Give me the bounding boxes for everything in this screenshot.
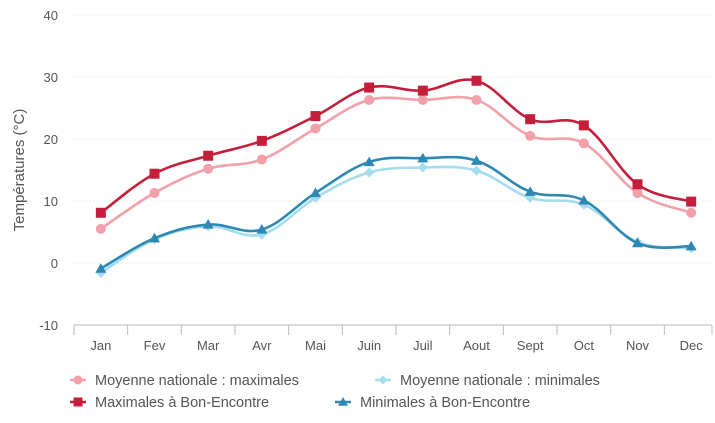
x-tick-label: Aout xyxy=(463,338,490,353)
data-point xyxy=(202,219,214,229)
data-point xyxy=(578,138,589,149)
data-point xyxy=(471,155,482,165)
data-point xyxy=(310,111,321,122)
series-line xyxy=(99,165,693,275)
legend-item-3: Minimales à Bon-Encontre xyxy=(335,395,530,411)
data-point xyxy=(524,186,536,196)
legend-item-1: Moyenne nationale : minimales xyxy=(375,373,600,389)
y-axis-label: Températures (°C) xyxy=(11,109,28,232)
data-point xyxy=(417,152,429,163)
legend: Moyenne nationale : maximales Moyenne nat… xyxy=(70,373,600,411)
data-point xyxy=(685,240,697,251)
data-point xyxy=(310,123,321,134)
data-point xyxy=(417,162,428,173)
data-point xyxy=(256,135,267,146)
legend-marker xyxy=(378,375,388,385)
data-point xyxy=(632,179,643,190)
data-point xyxy=(364,167,375,178)
data-point xyxy=(578,194,590,205)
legend-label: Minimales à Bon-Encontre xyxy=(360,395,530,411)
x-tick-label: Oct xyxy=(574,338,595,353)
y-tick-label: -10 xyxy=(39,318,58,333)
legend-marker xyxy=(338,397,348,406)
data-point xyxy=(95,207,106,218)
legend-label: Maximales à Bon-Encontre xyxy=(95,395,269,411)
data-point xyxy=(578,120,589,131)
x-tick-label: Mar xyxy=(197,338,220,353)
series-1 xyxy=(95,162,697,278)
y-tick-label: 40 xyxy=(44,8,58,23)
data-point xyxy=(471,94,482,105)
y-tick-label: 10 xyxy=(44,194,58,209)
y-tick-label: 20 xyxy=(44,132,58,147)
legend-label: Moyenne nationale : maximales xyxy=(95,373,299,389)
x-tick-label: Nov xyxy=(626,338,650,353)
data-point xyxy=(364,94,375,105)
x-tick-label: Juil xyxy=(413,338,433,353)
series-line xyxy=(99,78,693,215)
data-point xyxy=(149,232,160,243)
data-point xyxy=(203,163,214,174)
x-tick-label: Juin xyxy=(357,338,381,353)
data-point xyxy=(632,187,643,198)
data-point xyxy=(471,165,482,176)
x-tick-label: Mai xyxy=(305,338,326,353)
data-point xyxy=(632,237,643,248)
series-layer xyxy=(95,75,697,278)
y-tick-label: 0 xyxy=(51,256,58,271)
data-point xyxy=(471,75,482,86)
axis-layer: -10 0 10 20 30 40 Jan Fev Mar Avr Mai Juin Juil Aout S… xyxy=(39,8,713,353)
data-point xyxy=(417,94,428,105)
legend-marker xyxy=(73,375,83,385)
data-point xyxy=(95,263,107,273)
data-point xyxy=(686,196,697,207)
series-line xyxy=(99,95,693,231)
data-point xyxy=(95,223,106,234)
series-2 xyxy=(95,75,697,218)
data-point xyxy=(525,130,536,141)
data-point xyxy=(364,82,375,93)
data-point xyxy=(149,187,160,198)
series-line xyxy=(99,155,693,270)
data-point xyxy=(203,150,214,161)
series-0 xyxy=(95,94,697,234)
legend-item-0: Moyenne nationale : maximales xyxy=(70,373,299,389)
legend-item-2: Maximales à Bon-Encontre xyxy=(70,395,269,411)
x-tick-label: Jan xyxy=(90,338,111,353)
y-tick-label: 30 xyxy=(44,70,58,85)
data-point xyxy=(363,156,375,167)
data-point xyxy=(310,187,321,198)
legend-marker xyxy=(73,397,83,407)
data-point xyxy=(256,154,267,165)
legend-label: Moyenne nationale : minimales xyxy=(400,373,600,389)
data-point xyxy=(417,85,428,96)
data-point xyxy=(686,207,697,218)
series-3 xyxy=(95,152,697,273)
x-tick-label: Dec xyxy=(680,338,704,353)
x-tick-label: Fev xyxy=(144,338,166,353)
x-tick-label: Sept xyxy=(517,338,544,353)
data-point xyxy=(256,224,268,234)
data-point xyxy=(149,168,160,179)
x-tick-label: Avr xyxy=(252,338,272,353)
data-point xyxy=(525,114,536,125)
